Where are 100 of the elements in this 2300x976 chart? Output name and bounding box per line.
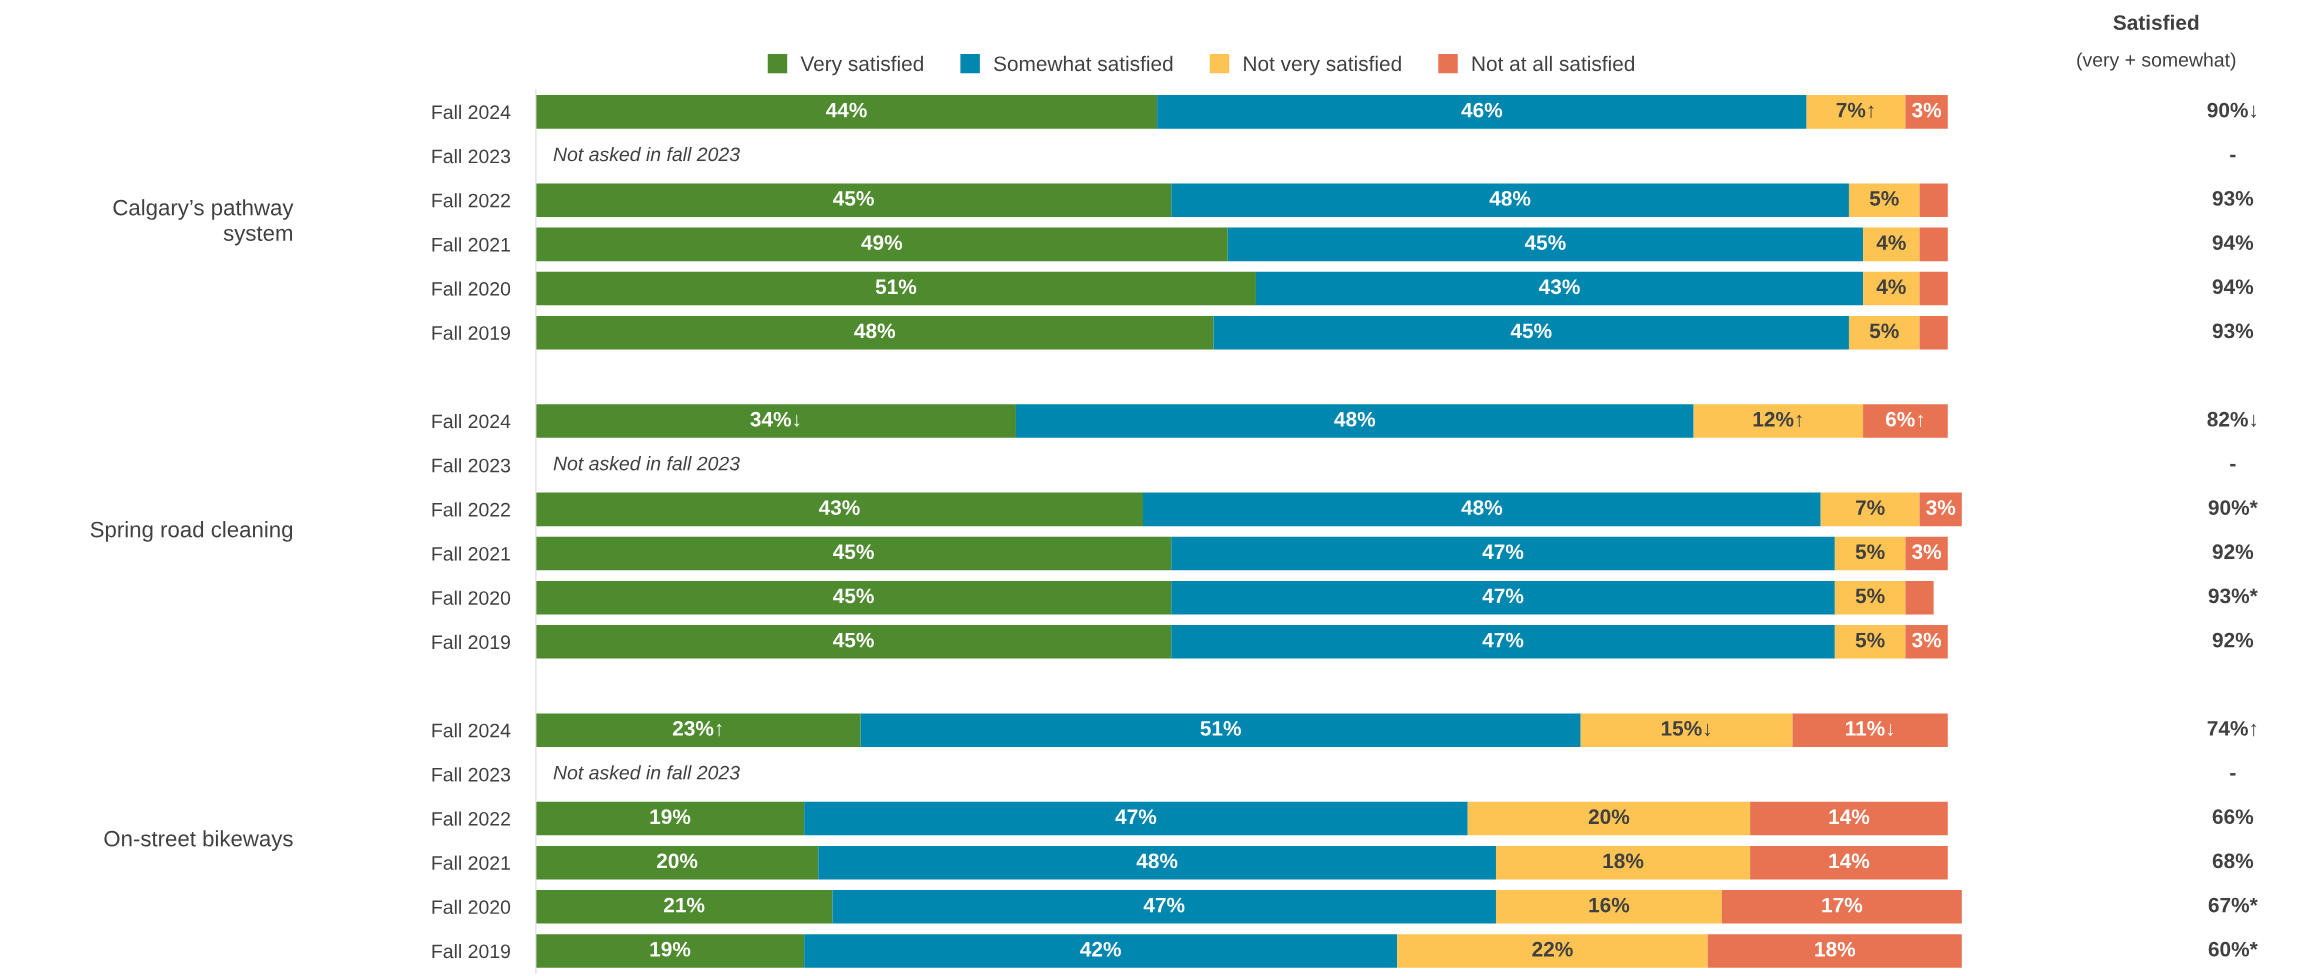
bar: [1905, 625, 1948, 659]
text: 82%↓: [2207, 411, 2257, 428]
bar: [1495, 845, 1751, 880]
bar: [535, 95, 1158, 129]
data-label: 14%: [1829, 853, 1870, 869]
data-label: 48%: [1461, 500, 1503, 515]
y-tick-label: Fall 2023: [432, 767, 511, 782]
text: (very + somewhat): [2077, 52, 2236, 71]
data-label: 42%: [1080, 941, 1121, 957]
bar: [535, 713, 861, 747]
data-label: 17%: [1822, 897, 1863, 913]
data-label: 20%: [656, 853, 698, 869]
bar: [1750, 801, 1948, 836]
bar: [1863, 404, 1948, 438]
data-label: 34%↓: [750, 411, 800, 428]
y-tick-label: Fall 2019: [432, 325, 510, 340]
data-label: 45%: [1510, 323, 1552, 339]
bar: [1213, 315, 1849, 350]
data-label: 51%: [875, 279, 917, 295]
data-label: 48%: [1136, 853, 1178, 869]
bar: [1227, 227, 1864, 262]
data-label: 3%: [1912, 102, 1942, 118]
data-label: 47%: [1143, 897, 1185, 913]
bar: [1015, 404, 1694, 438]
data-label: 45%: [1524, 235, 1566, 250]
data-label: 47%: [1115, 809, 1157, 825]
text: Satisfied: [2113, 14, 2199, 30]
data-label: 22%: [1532, 941, 1573, 957]
text: 66%: [2212, 809, 2254, 825]
bar: [1171, 580, 1835, 615]
text: 93%: [2212, 323, 2254, 339]
y-tick-label: Fall 2022: [432, 811, 510, 826]
data-label: 11%↓: [1845, 721, 1893, 737]
y-tick-label: Fall 2020: [432, 590, 511, 605]
legend-label: Somewhat satisfied: [993, 55, 1173, 72]
data-label: 43%: [818, 500, 860, 515]
data-label: 5%: [1869, 191, 1899, 206]
y-tick-label: Fall 2020: [432, 899, 511, 915]
bar: [1806, 95, 1906, 129]
bar: [1919, 315, 1948, 350]
y-tick-label: Fall 2024: [432, 413, 511, 429]
bar: [1580, 713, 1793, 747]
text: 60%*: [2208, 941, 2258, 957]
y-tick-label: Fall 2021: [432, 546, 510, 561]
y-tick-label: Fall 2021: [432, 237, 510, 252]
data-label: 6%↑: [1885, 411, 1923, 428]
bar: [1495, 890, 1722, 924]
bar: [1157, 95, 1807, 129]
data-label: 48%: [1334, 411, 1376, 427]
data-label: 5%: [1855, 632, 1885, 648]
bar: [535, 315, 1214, 350]
data-label: 47%: [1482, 588, 1524, 604]
data-label: 47%: [1482, 544, 1524, 560]
data-label: 16%: [1589, 897, 1630, 913]
y-tick-label: Fall 2023: [432, 148, 511, 164]
data-label: 15%↓: [1661, 721, 1710, 737]
bar: [535, 580, 1172, 615]
bar: [1171, 536, 1835, 571]
text: 93%*: [2208, 588, 2258, 604]
bar: [832, 890, 1496, 924]
data-label: 18%: [1603, 853, 1644, 869]
data-label: 3%: [1912, 544, 1942, 560]
bar: [1848, 183, 1920, 217]
bar: [1848, 315, 1920, 350]
text: 90%*: [2208, 500, 2258, 515]
bar: [818, 845, 1496, 880]
bar: [1143, 492, 1821, 527]
y-tick-label: Fall 2020: [432, 281, 511, 296]
bar: [1834, 625, 1906, 659]
data-label: 45%: [833, 191, 874, 206]
bar: [1919, 183, 1948, 217]
y-tick-label: Fall 2019: [432, 943, 510, 959]
text: Spring road cleaning: [90, 521, 293, 542]
bar: [1721, 890, 1962, 924]
bar: [535, 536, 1172, 571]
bar: [535, 625, 1172, 659]
bar: [1171, 625, 1835, 659]
data-label: 3%: [1926, 500, 1956, 515]
data-label: 19%: [650, 941, 691, 957]
bar: [1255, 271, 1864, 306]
y-tick-label: Fall 2021: [432, 855, 510, 870]
y-tick-label: Fall 2023: [432, 458, 511, 473]
bar: [535, 404, 1016, 438]
data-label: 46%: [1461, 102, 1503, 118]
y-tick-label: Fall 2019: [432, 634, 510, 650]
annotation: Not asked in fall 2023: [553, 456, 740, 471]
text: 92%: [2212, 632, 2254, 648]
annotation: Not asked in fall 2023: [553, 146, 740, 162]
bar: [535, 934, 805, 968]
bar: [535, 492, 1144, 527]
data-label: 44%: [825, 102, 867, 118]
bar: [1467, 801, 1751, 836]
bar: [535, 890, 833, 924]
text: 94%: [2212, 235, 2254, 250]
data-label: 49%: [861, 235, 903, 250]
text: 67%*: [2208, 897, 2258, 913]
bar: [1792, 713, 1948, 747]
bar: [1397, 934, 1708, 968]
data-label: 45%: [833, 588, 874, 604]
text: 74%↑: [2207, 721, 2257, 737]
